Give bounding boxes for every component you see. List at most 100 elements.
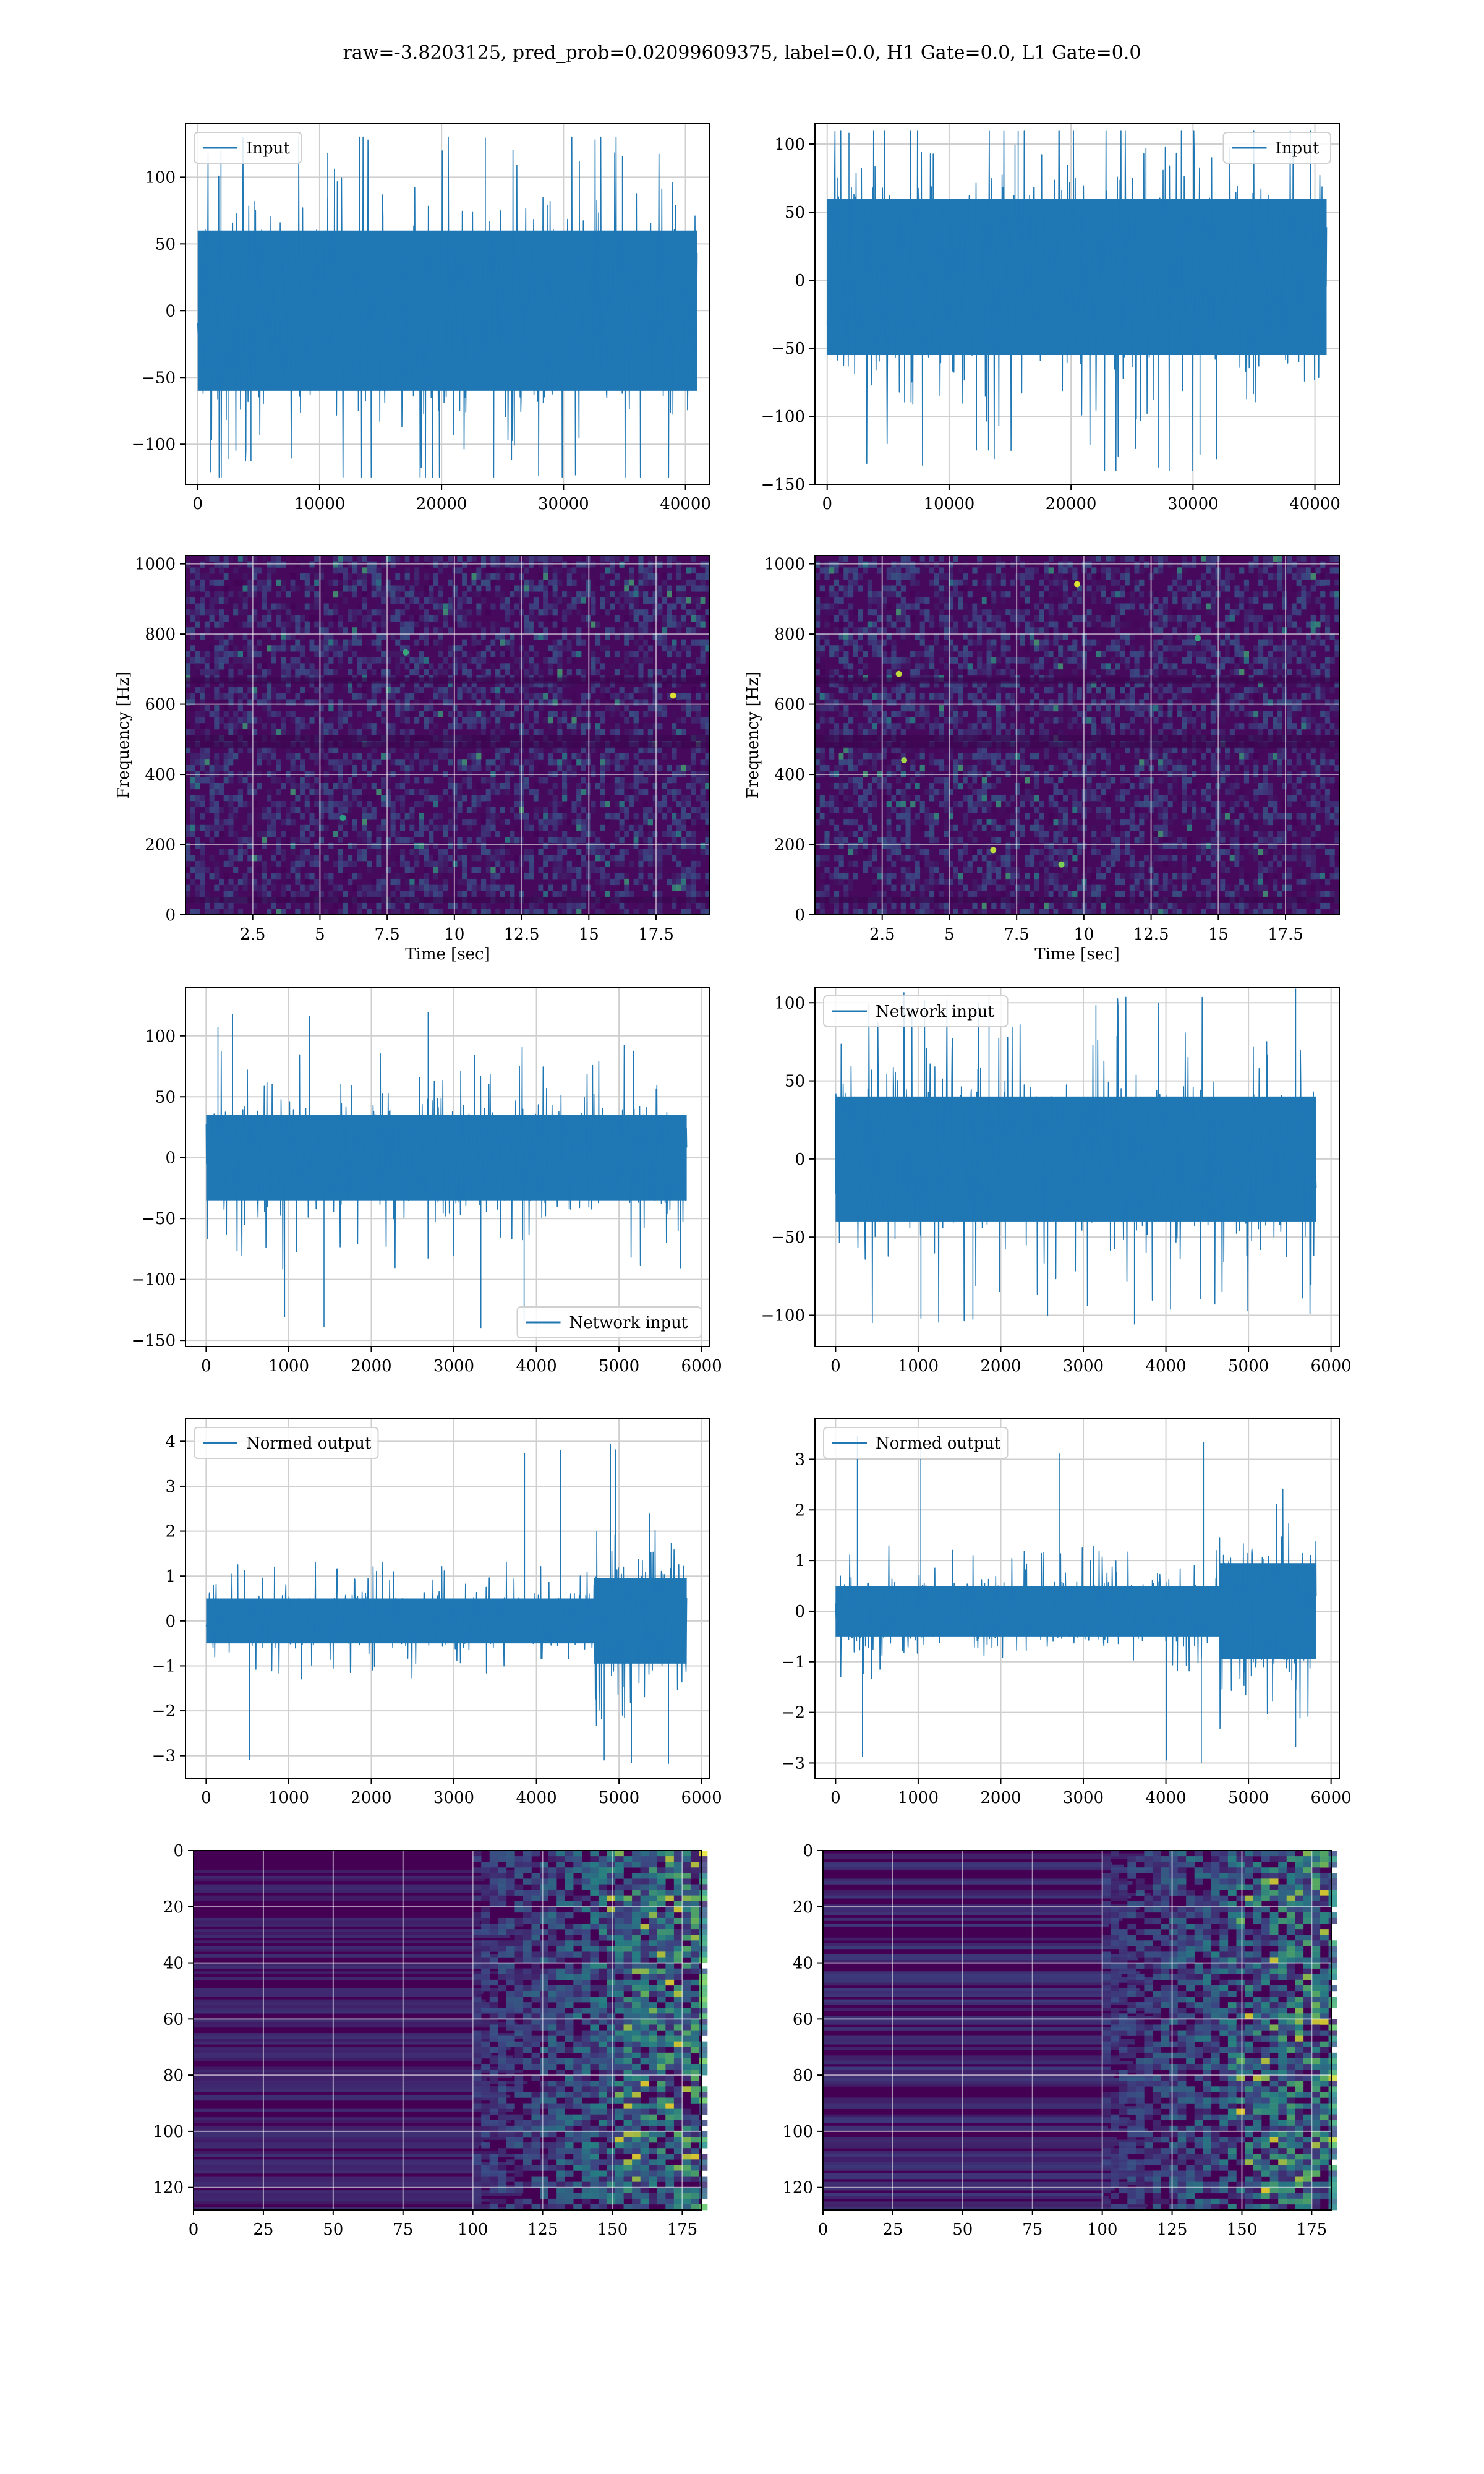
spectrogram-cell	[647, 842, 653, 849]
spectrogram-cell	[290, 657, 296, 664]
spectrogram-cell	[414, 764, 420, 772]
spectrogram-cell	[691, 687, 696, 694]
spectrogram-cell	[886, 878, 892, 886]
spectrogram-cell	[390, 723, 396, 730]
spectrogram-cell	[819, 567, 825, 574]
spectrogram-cell	[900, 603, 906, 610]
spectrogram-cell	[490, 729, 496, 735]
spectrogram-cell	[948, 627, 954, 634]
spectrogram-cell	[700, 615, 706, 622]
spectrogram-cell	[900, 585, 906, 592]
spectrogram-cell	[414, 849, 420, 855]
spectrogram-cell	[672, 639, 677, 646]
spectrogram-cell	[495, 729, 501, 735]
spectrogram-cell	[295, 860, 301, 868]
spectrogram-cell	[267, 819, 272, 826]
spectrogram-cell	[357, 902, 362, 909]
spectrogram-cell	[514, 555, 520, 562]
spectrogram-cell	[705, 717, 710, 724]
spectrogram-cell	[881, 723, 887, 730]
spectrogram-cell	[958, 873, 963, 880]
spectrogram-cell	[552, 891, 558, 897]
spectrogram-cell	[863, 693, 868, 700]
spectrogram-cell	[295, 639, 301, 646]
spectrogram-cell	[348, 723, 353, 730]
spectrogram-cell	[338, 639, 343, 646]
spectrogram-cell	[237, 878, 244, 886]
spectrogram-cell	[566, 579, 572, 586]
spectrogram-cell	[223, 699, 229, 706]
spectrogram-cell	[414, 831, 420, 837]
spectrogram-cell	[304, 878, 310, 886]
spectrogram-cell	[343, 561, 348, 568]
spectrogram-cell	[328, 831, 334, 837]
spectrogram-cell	[285, 687, 291, 694]
spectrogram-cell	[429, 591, 434, 598]
spectrogram-cell	[939, 878, 944, 886]
spectrogram-cell	[614, 860, 620, 868]
spectrogram-cell	[381, 699, 386, 706]
spectrogram-cell	[858, 729, 863, 735]
spectrogram-cell	[614, 555, 620, 562]
spectrogram-cell	[891, 878, 897, 886]
spectrogram-cell	[944, 849, 949, 855]
spectrogram-cell	[200, 753, 205, 760]
spectrogram-cell	[672, 813, 677, 820]
spectrogram-cell	[371, 831, 377, 837]
spectrogram-cell	[362, 603, 367, 610]
spectrogram-cell	[624, 615, 629, 622]
spectrogram-cell	[252, 585, 258, 592]
spectrogram-cell	[385, 585, 391, 592]
spectrogram-cell	[686, 801, 691, 808]
spectrogram-cell	[352, 561, 358, 568]
spectrogram-cell	[962, 567, 968, 574]
spectrogram-cell	[204, 711, 210, 717]
spectrogram-cell	[304, 585, 310, 592]
spectrogram-cell	[281, 801, 286, 808]
spectrogram-cell	[371, 807, 377, 813]
spectrogram-cell	[438, 711, 443, 717]
spectrogram-cell	[700, 717, 706, 724]
spectrogram-cell	[881, 627, 887, 634]
spectrogram-cell	[547, 884, 553, 891]
spectrogram-cell	[352, 705, 358, 712]
spectrogram-cell	[409, 753, 415, 760]
spectrogram-cell	[204, 753, 210, 760]
spectrogram-cell	[304, 693, 310, 700]
spectrogram-cell	[600, 585, 605, 592]
spectrogram-cell	[881, 609, 887, 616]
spectrogram-cell	[323, 789, 329, 795]
spectrogram-cell	[204, 759, 210, 766]
spectrogram-cell	[628, 651, 634, 658]
spectrogram-cell	[505, 842, 510, 849]
spectrogram-cell	[318, 681, 325, 688]
spectrogram-cell	[276, 681, 281, 688]
spectrogram-cell	[919, 764, 925, 772]
spectrogram-cell	[490, 782, 496, 790]
spectrogram-cell	[681, 884, 686, 891]
spectrogram-cell	[414, 681, 420, 688]
spectrogram-cell	[409, 585, 415, 592]
spectrogram-cell	[581, 639, 587, 646]
spectrogram-cell	[662, 573, 668, 580]
spectrogram-cell	[958, 681, 963, 688]
spectrogram-cell	[610, 747, 615, 754]
spectrogram-cell	[186, 663, 191, 670]
spectrogram-cell	[252, 729, 258, 735]
spectrogram-cell	[676, 789, 682, 795]
spectrogram-cell	[867, 824, 873, 831]
spectrogram-cell	[228, 747, 234, 754]
spectrogram-cell	[295, 753, 301, 760]
spectrogram-cell	[948, 813, 954, 820]
spectrogram-cell	[247, 561, 253, 568]
spectrogram-cell	[705, 759, 710, 766]
spectrogram-cell	[399, 873, 406, 880]
spectrogram-cell	[915, 753, 921, 760]
spectrogram-cell	[605, 764, 610, 772]
spectrogram-cell	[429, 615, 434, 622]
spectrogram-cell	[886, 782, 892, 790]
spectrogram-cell	[915, 867, 921, 873]
spectrogram-cell	[557, 807, 563, 813]
spectrogram-cell	[276, 860, 281, 868]
